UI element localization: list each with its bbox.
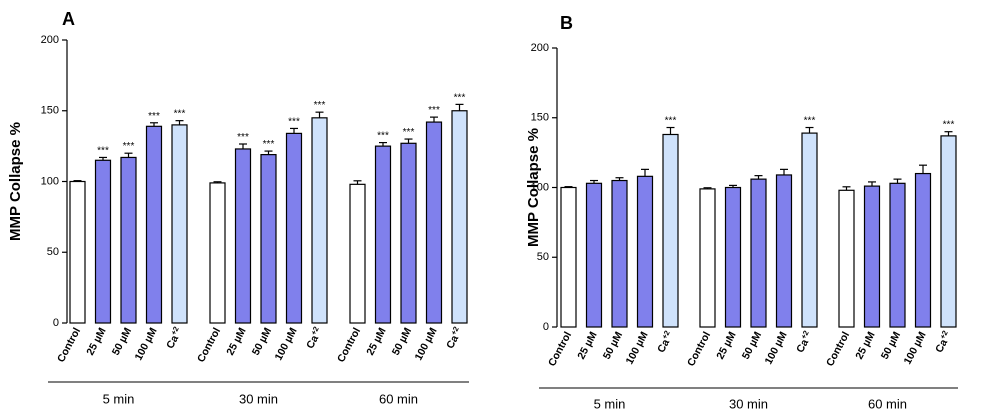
bar <box>234 148 252 324</box>
category-label: 25 µM <box>575 330 600 362</box>
group-label: 5 min <box>594 396 626 411</box>
bar <box>636 175 654 328</box>
category-label: 25 µM <box>84 326 109 358</box>
category-label: 50 µM <box>110 326 135 358</box>
bar <box>400 142 417 324</box>
bar <box>914 172 932 328</box>
significance-label: *** <box>428 105 440 116</box>
category-label: 25 µM <box>714 330 739 362</box>
bar <box>889 182 906 328</box>
category-label: Ca+2 <box>302 325 325 351</box>
category-label: Ca+2 <box>442 325 465 351</box>
bar <box>750 178 767 328</box>
bar <box>940 135 957 328</box>
y-tick-label: 100 <box>531 181 549 193</box>
bar <box>451 110 468 324</box>
significance-label: *** <box>943 120 955 131</box>
bar <box>349 183 366 324</box>
y-tick-label: 50 <box>537 251 549 263</box>
panel-a: A MMP Collapse % 0 50 100 150 200 Control *** 25 … <box>7 9 469 406</box>
y-tick-label: 0 <box>53 317 59 329</box>
y-tick-label: 200 <box>41 34 59 46</box>
bar <box>699 188 716 328</box>
significance-label: *** <box>665 116 677 127</box>
category-label: 50 µM <box>250 326 275 358</box>
bar <box>171 124 188 324</box>
significance-label: *** <box>804 116 816 127</box>
group-label: 5 min <box>103 391 135 406</box>
category-label: 100 µM <box>413 326 440 363</box>
category-label: Control <box>55 326 83 365</box>
panel-label: B <box>560 13 573 33</box>
category-label: 50 µM <box>879 330 904 362</box>
bar <box>374 145 392 324</box>
category-label: 50 µM <box>740 330 765 362</box>
category-label: Control <box>335 326 363 365</box>
group-label: 30 min <box>239 391 278 406</box>
panel-label: A <box>62 9 75 29</box>
bar <box>585 182 603 328</box>
significance-label: *** <box>454 92 466 103</box>
group-label: 60 min <box>868 396 907 411</box>
bar <box>863 185 881 328</box>
bar <box>560 186 577 328</box>
significance-label: *** <box>148 111 160 122</box>
category-label: 100 µM <box>763 330 790 367</box>
y-tick-label: 100 <box>41 175 59 187</box>
y-tick-label: 0 <box>543 321 549 333</box>
significance-label: *** <box>314 100 326 111</box>
bar <box>801 132 818 328</box>
bar <box>724 186 742 328</box>
significance-label: *** <box>174 109 186 120</box>
y-tick-label: 150 <box>531 112 549 124</box>
significance-label: *** <box>263 139 275 150</box>
bar <box>94 159 112 324</box>
category-label: Ca+2 <box>792 329 815 355</box>
bar <box>311 117 328 324</box>
category-label: 100 µM <box>902 330 929 367</box>
bar <box>69 180 86 324</box>
y-tick-label: 50 <box>47 246 59 258</box>
y-tick-label: 150 <box>41 105 59 117</box>
significance-label: *** <box>237 132 249 143</box>
y-axis-label: MMP Collapse % <box>7 122 24 241</box>
category-label: 100 µM <box>273 326 300 363</box>
bar <box>260 154 277 324</box>
category-label: 25 µM <box>853 330 878 362</box>
y-axis-label: MMP Collapse % <box>525 128 542 247</box>
bar <box>285 132 303 324</box>
category-label: Ca+2 <box>162 325 185 351</box>
significance-label: *** <box>288 116 300 127</box>
bar <box>838 189 855 328</box>
category-label: Ca+2 <box>653 329 676 355</box>
significance-label: *** <box>123 141 135 152</box>
category-label: 100 µM <box>133 326 160 363</box>
group-label: 30 min <box>729 396 768 411</box>
bar <box>425 121 443 324</box>
category-label: Control <box>685 330 713 369</box>
category-label: 50 µM <box>390 326 415 358</box>
bar <box>120 156 137 324</box>
category-label: Control <box>824 330 852 369</box>
significance-label: *** <box>377 131 389 142</box>
bar <box>611 179 628 328</box>
significance-label: *** <box>97 145 109 156</box>
category-label: 25 µM <box>364 326 389 358</box>
category-label: Ca+2 <box>931 329 954 355</box>
y-tick-label: 200 <box>531 42 549 54</box>
category-label: Control <box>195 326 223 365</box>
category-label: Control <box>546 330 574 369</box>
group-label: 60 min <box>379 391 418 406</box>
bar <box>662 133 679 328</box>
bar <box>145 125 163 324</box>
significance-label: *** <box>403 127 415 138</box>
category-label: 25 µM <box>224 326 249 358</box>
bar <box>209 182 226 324</box>
bar <box>775 174 793 328</box>
category-label: 100 µM <box>624 330 651 367</box>
category-label: 50 µM <box>601 330 626 362</box>
